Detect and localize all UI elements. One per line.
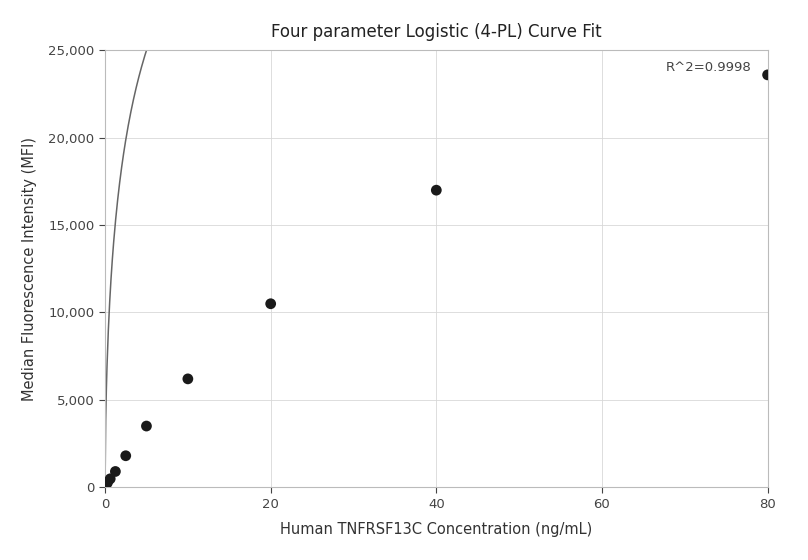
Point bbox=[100, 480, 113, 489]
Point bbox=[101, 478, 114, 487]
Point bbox=[140, 422, 153, 431]
Point bbox=[264, 299, 277, 308]
Y-axis label: Median Fluorescence Intensity (MFI): Median Fluorescence Intensity (MFI) bbox=[23, 137, 37, 401]
Point bbox=[103, 474, 116, 483]
Title: Four parameter Logistic (4-PL) Curve Fit: Four parameter Logistic (4-PL) Curve Fit bbox=[271, 22, 602, 40]
Point bbox=[109, 467, 122, 476]
Text: R^2=0.9998: R^2=0.9998 bbox=[665, 61, 751, 74]
Point bbox=[430, 186, 443, 195]
Point bbox=[120, 451, 133, 460]
Point bbox=[181, 375, 195, 384]
X-axis label: Human TNFRSF13C Concentration (ng/mL): Human TNFRSF13C Concentration (ng/mL) bbox=[280, 522, 592, 536]
Point bbox=[761, 71, 774, 80]
